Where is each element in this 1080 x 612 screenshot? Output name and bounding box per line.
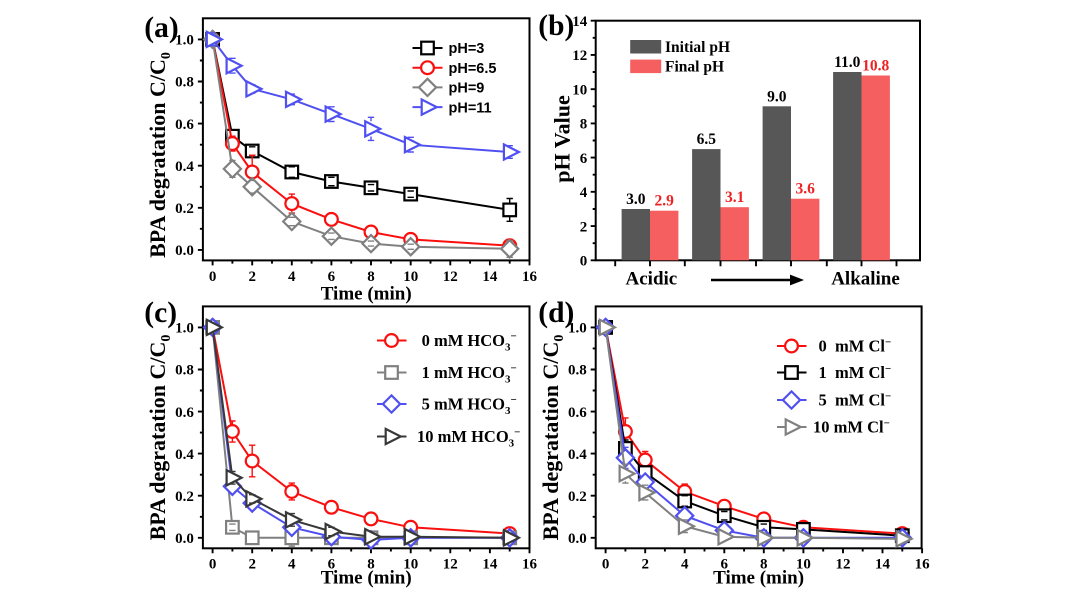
svg-text:10.8: 10.8 (862, 58, 889, 75)
svg-text:2: 2 (580, 219, 588, 235)
svg-text:6: 6 (328, 557, 336, 573)
svg-text:0.0: 0.0 (175, 243, 194, 259)
svg-text:2: 2 (248, 269, 256, 285)
svg-text:(a): (a) (144, 12, 178, 44)
svg-text:10 mM HCO3−: 10 mM HCO3− (417, 427, 520, 450)
svg-text:8: 8 (760, 557, 768, 573)
svg-text:2: 2 (641, 557, 649, 573)
svg-text:0.2: 0.2 (175, 201, 194, 217)
svg-text:8: 8 (367, 557, 375, 573)
svg-text:6.5: 6.5 (697, 131, 717, 148)
svg-text:(d): (d) (538, 297, 574, 329)
svg-text:5 mM Cl−: 5 mM Cl− (819, 391, 892, 410)
svg-text:pH=3: pH=3 (449, 41, 485, 57)
svg-text:3.6: 3.6 (796, 181, 816, 198)
svg-text:Time (min): Time (min) (321, 568, 412, 589)
svg-text:0.6: 0.6 (175, 405, 194, 421)
svg-text:16: 16 (915, 557, 931, 573)
svg-text:6: 6 (721, 557, 729, 573)
svg-text:14: 14 (482, 269, 498, 285)
svg-text:8: 8 (367, 269, 375, 285)
svg-text:0.2: 0.2 (175, 489, 194, 505)
svg-text:0.4: 0.4 (175, 159, 194, 175)
svg-text:(b): (b) (538, 10, 574, 42)
svg-text:0: 0 (580, 254, 588, 270)
svg-text:(c): (c) (144, 297, 177, 329)
svg-text:pH=9: pH=9 (449, 81, 485, 97)
svg-text:0: 0 (602, 557, 610, 573)
svg-text:Time (min): Time (min) (713, 568, 804, 589)
svg-text:Alkaline: Alkaline (831, 269, 900, 290)
svg-text:12: 12 (443, 557, 458, 573)
svg-text:0.8: 0.8 (568, 363, 587, 379)
svg-text:6: 6 (328, 269, 336, 285)
svg-text:10: 10 (572, 82, 587, 98)
svg-text:0.2: 0.2 (568, 489, 587, 505)
svg-text:10: 10 (403, 269, 418, 285)
svg-text:pH=6.5: pH=6.5 (449, 61, 497, 77)
svg-text:4: 4 (288, 557, 296, 573)
svg-text:4: 4 (681, 557, 689, 573)
svg-text:12: 12 (836, 557, 851, 573)
svg-text:0 mM HCO3−: 0 mM HCO3− (422, 331, 517, 354)
svg-text:Final pH: Final pH (665, 58, 724, 75)
svg-text:0.0: 0.0 (175, 531, 194, 547)
svg-text:16: 16 (522, 557, 538, 573)
svg-text:0.0: 0.0 (568, 531, 587, 547)
svg-text:BPA degratation C/C0: BPA degratation C/C0 (145, 52, 174, 258)
svg-text:3.1: 3.1 (725, 189, 744, 206)
svg-text:0.4: 0.4 (568, 447, 587, 463)
svg-text:1.0: 1.0 (568, 321, 587, 337)
svg-text:10 mM Cl−: 10 mM Cl− (813, 418, 890, 437)
svg-text:6: 6 (580, 151, 588, 167)
svg-text:0: 0 (209, 557, 217, 573)
svg-text:12: 12 (443, 269, 458, 285)
svg-text:Acidic: Acidic (626, 269, 678, 290)
svg-text:8: 8 (580, 117, 588, 133)
svg-text:Initial pH: Initial pH (665, 39, 730, 56)
svg-text:12: 12 (572, 48, 587, 64)
svg-text:14: 14 (572, 14, 588, 30)
svg-text:1 mM HCO3−: 1 mM HCO3− (422, 363, 517, 386)
svg-text:1.0: 1.0 (175, 321, 194, 337)
svg-text:11.0: 11.0 (834, 54, 861, 71)
svg-text:10: 10 (403, 557, 418, 573)
svg-text:16: 16 (522, 269, 538, 285)
svg-text:3.0: 3.0 (626, 191, 646, 208)
svg-text:pH Value: pH Value (549, 95, 574, 183)
svg-text:5 mM HCO3−: 5 mM HCO3− (422, 394, 517, 417)
svg-text:2: 2 (248, 557, 256, 573)
svg-text:0.8: 0.8 (175, 363, 194, 379)
svg-text:pH=11: pH=11 (449, 100, 492, 116)
svg-text:14: 14 (482, 557, 498, 573)
svg-text:1 mM Cl−: 1 mM Cl− (819, 363, 892, 382)
svg-text:4: 4 (580, 185, 588, 201)
svg-text:BPA degratation C/C0: BPA degratation C/C0 (538, 335, 567, 541)
svg-text:0.4: 0.4 (175, 447, 194, 463)
svg-text:0.6: 0.6 (568, 405, 587, 421)
svg-text:0 mM Cl−: 0 mM Cl− (819, 337, 892, 356)
svg-text:2.9: 2.9 (655, 193, 675, 210)
svg-text:BPA degratation C/C0: BPA degratation C/C0 (145, 335, 174, 541)
svg-text:4: 4 (288, 269, 296, 285)
svg-text:Time (min): Time (min) (321, 284, 412, 305)
svg-text:1.0: 1.0 (175, 33, 194, 49)
svg-text:10: 10 (796, 557, 811, 573)
svg-text:14: 14 (875, 557, 891, 573)
svg-text:0.6: 0.6 (175, 117, 194, 133)
svg-text:0.8: 0.8 (175, 75, 194, 91)
svg-text:0: 0 (209, 269, 217, 285)
svg-text:9.0: 9.0 (767, 88, 787, 105)
